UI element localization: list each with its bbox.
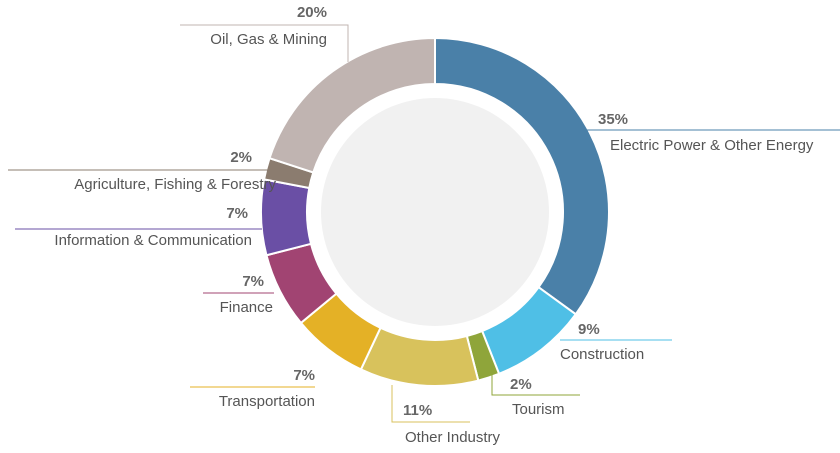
value-label: 2%: [230, 149, 252, 166]
category-label: Finance: [220, 299, 273, 316]
donut-center: [321, 98, 549, 326]
category-label: Electric Power & Other Energy: [610, 137, 814, 154]
donut-segment: [359, 326, 480, 387]
leader-line: [391, 385, 470, 423]
category-label: Information & Communication: [54, 232, 252, 249]
value-label: 35%: [598, 111, 628, 128]
category-label: Transportation: [219, 393, 315, 410]
value-label: 20%: [297, 4, 327, 21]
value-label: 2%: [510, 376, 532, 393]
donut-segment: [434, 36, 610, 316]
category-label: Oil, Gas & Mining: [210, 31, 327, 48]
value-label: 11%: [403, 402, 432, 419]
category-label: Construction: [560, 346, 644, 363]
value-label: 7%: [293, 367, 315, 384]
value-label: 7%: [226, 205, 248, 222]
value-label: 7%: [242, 273, 264, 290]
leader-line: [491, 370, 580, 396]
category-label: Agriculture, Fishing & Forestry: [74, 176, 276, 193]
value-label: 9%: [578, 321, 600, 338]
category-label: Tourism: [512, 401, 565, 418]
leader-line: [180, 24, 349, 62]
donut-segment: [268, 36, 436, 174]
category-label: Other Industry: [405, 429, 501, 446]
